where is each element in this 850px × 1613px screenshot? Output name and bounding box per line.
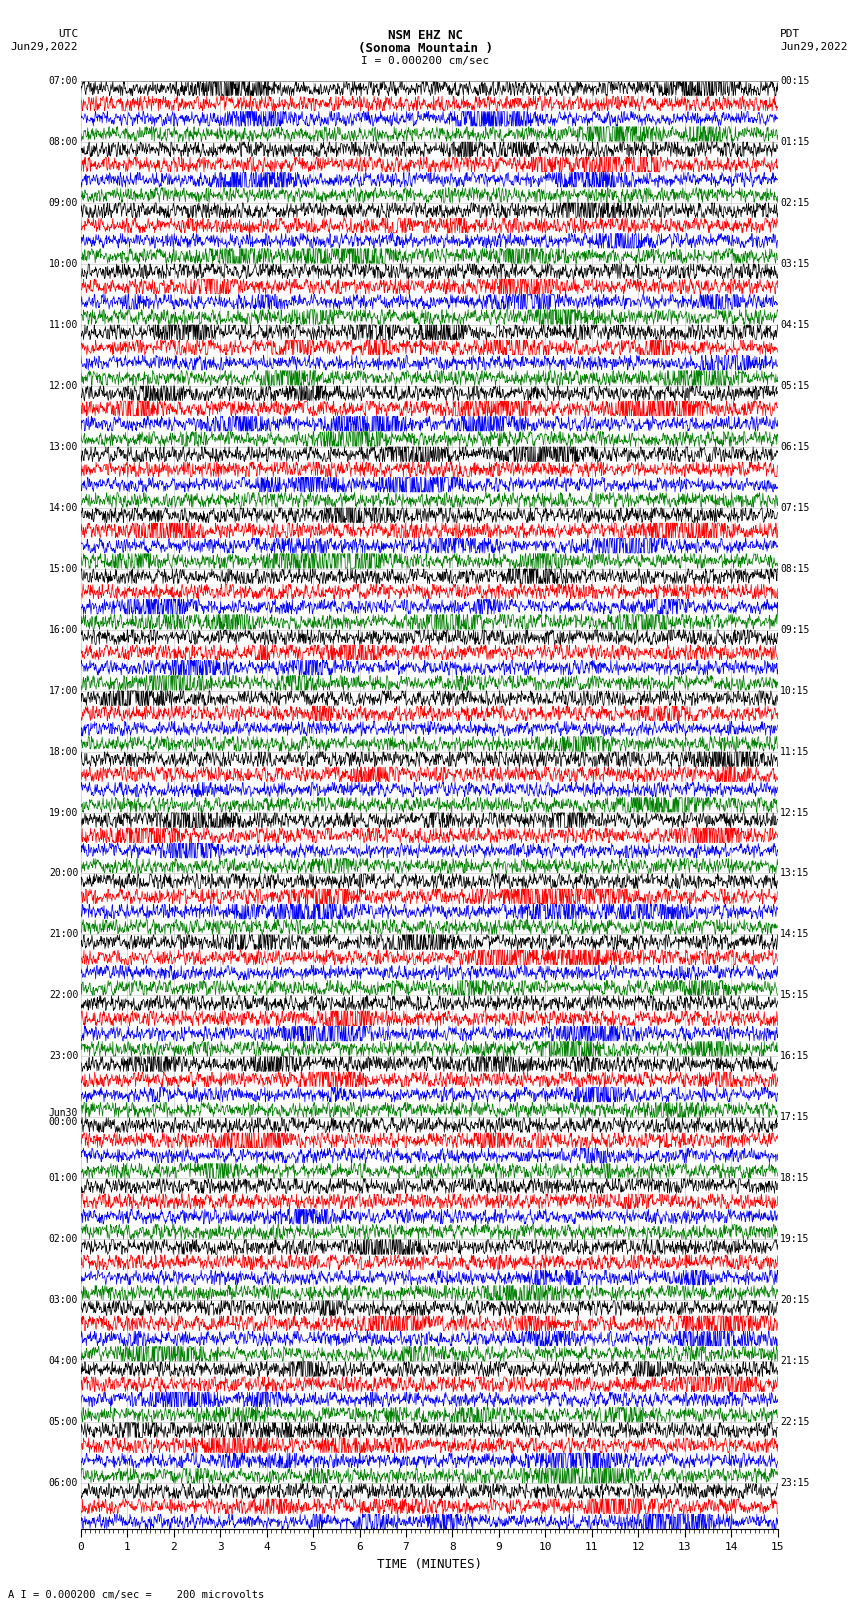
Text: 04:00: 04:00 bbox=[48, 1357, 78, 1366]
Text: 00:00: 00:00 bbox=[48, 1118, 78, 1127]
Text: 12:00: 12:00 bbox=[48, 381, 78, 390]
Text: 16:15: 16:15 bbox=[780, 1052, 810, 1061]
Text: 22:00: 22:00 bbox=[48, 990, 78, 1000]
Text: 01:00: 01:00 bbox=[48, 1173, 78, 1184]
Text: 20:00: 20:00 bbox=[48, 868, 78, 879]
X-axis label: TIME (MINUTES): TIME (MINUTES) bbox=[377, 1558, 482, 1571]
Text: 21:15: 21:15 bbox=[780, 1357, 810, 1366]
Text: 17:00: 17:00 bbox=[48, 686, 78, 695]
Text: 11:00: 11:00 bbox=[48, 319, 78, 329]
Text: 01:15: 01:15 bbox=[780, 137, 810, 147]
Text: 17:15: 17:15 bbox=[780, 1113, 810, 1123]
Text: 00:15: 00:15 bbox=[780, 76, 810, 85]
Text: 05:15: 05:15 bbox=[780, 381, 810, 390]
Text: 12:15: 12:15 bbox=[780, 808, 810, 818]
Text: Jun29,2022: Jun29,2022 bbox=[11, 42, 78, 52]
Text: 15:00: 15:00 bbox=[48, 563, 78, 574]
Text: 23:15: 23:15 bbox=[780, 1479, 810, 1489]
Text: 18:15: 18:15 bbox=[780, 1173, 810, 1184]
Text: 14:15: 14:15 bbox=[780, 929, 810, 939]
Text: PDT: PDT bbox=[780, 29, 801, 39]
Text: 09:00: 09:00 bbox=[48, 198, 78, 208]
Text: I = 0.000200 cm/sec: I = 0.000200 cm/sec bbox=[361, 56, 489, 66]
Text: 19:00: 19:00 bbox=[48, 808, 78, 818]
Text: 19:15: 19:15 bbox=[780, 1234, 810, 1244]
Text: 16:00: 16:00 bbox=[48, 624, 78, 634]
Text: 06:00: 06:00 bbox=[48, 1479, 78, 1489]
Text: 05:00: 05:00 bbox=[48, 1418, 78, 1428]
Text: 18:00: 18:00 bbox=[48, 747, 78, 756]
Text: 15:15: 15:15 bbox=[780, 990, 810, 1000]
Text: 03:00: 03:00 bbox=[48, 1295, 78, 1305]
Text: 03:15: 03:15 bbox=[780, 258, 810, 269]
Text: A I = 0.000200 cm/sec =    200 microvolts: A I = 0.000200 cm/sec = 200 microvolts bbox=[8, 1590, 264, 1600]
Text: 20:15: 20:15 bbox=[780, 1295, 810, 1305]
Text: 10:00: 10:00 bbox=[48, 258, 78, 269]
Text: (Sonoma Mountain ): (Sonoma Mountain ) bbox=[358, 42, 492, 55]
Text: 13:00: 13:00 bbox=[48, 442, 78, 452]
Text: 21:00: 21:00 bbox=[48, 929, 78, 939]
Text: 02:00: 02:00 bbox=[48, 1234, 78, 1244]
Text: 08:00: 08:00 bbox=[48, 137, 78, 147]
Text: 07:00: 07:00 bbox=[48, 76, 78, 85]
Text: 14:00: 14:00 bbox=[48, 503, 78, 513]
Text: 13:15: 13:15 bbox=[780, 868, 810, 879]
Text: 08:15: 08:15 bbox=[780, 563, 810, 574]
Text: Jun29,2022: Jun29,2022 bbox=[780, 42, 847, 52]
Text: 02:15: 02:15 bbox=[780, 198, 810, 208]
Text: 04:15: 04:15 bbox=[780, 319, 810, 329]
Text: NSM EHZ NC: NSM EHZ NC bbox=[388, 29, 462, 42]
Text: 06:15: 06:15 bbox=[780, 442, 810, 452]
Text: 23:00: 23:00 bbox=[48, 1052, 78, 1061]
Text: UTC: UTC bbox=[58, 29, 78, 39]
Text: 22:15: 22:15 bbox=[780, 1418, 810, 1428]
Text: 10:15: 10:15 bbox=[780, 686, 810, 695]
Text: 11:15: 11:15 bbox=[780, 747, 810, 756]
Text: Jun30: Jun30 bbox=[48, 1108, 78, 1118]
Text: 07:15: 07:15 bbox=[780, 503, 810, 513]
Text: 09:15: 09:15 bbox=[780, 624, 810, 634]
